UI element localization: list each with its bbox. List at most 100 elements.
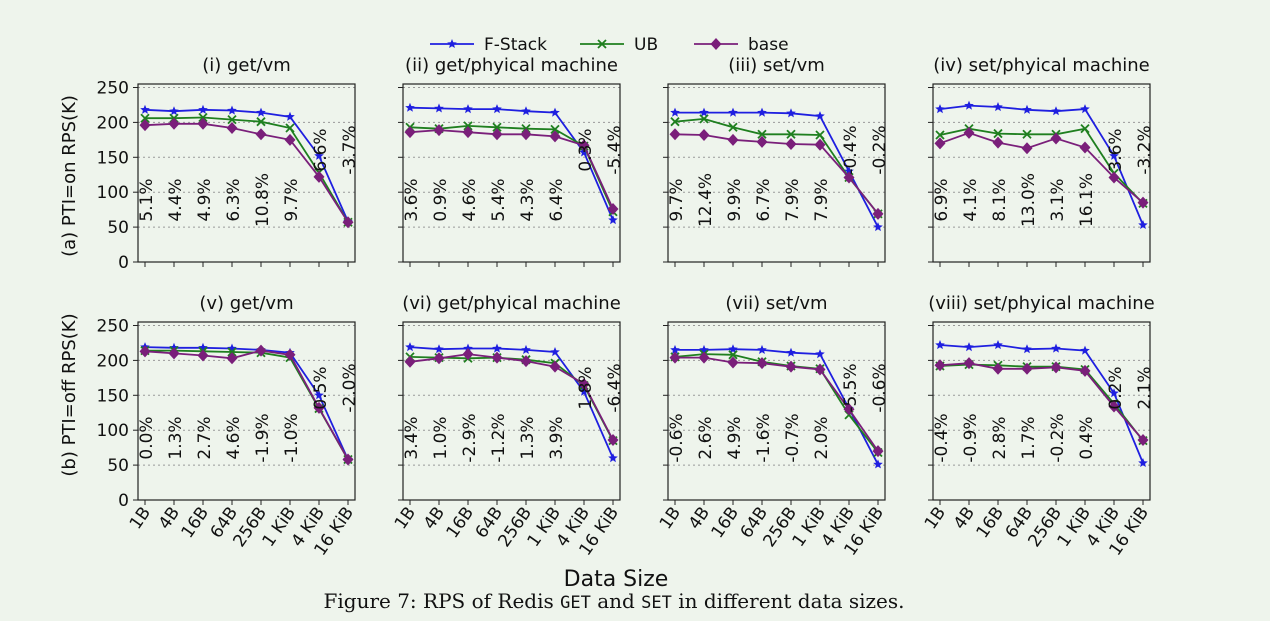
data-point-base xyxy=(843,403,855,416)
annotation-label: 1.3% xyxy=(518,416,538,459)
data-point-ub xyxy=(550,124,560,135)
data-point-f-stack xyxy=(1138,220,1148,229)
annotation-label: 9.7% xyxy=(282,178,302,221)
data-point-base xyxy=(197,117,209,130)
series-line-ub xyxy=(939,127,1144,205)
data-point-f-stack xyxy=(521,344,531,354)
data-point-base xyxy=(1021,362,1033,375)
data-point-f-stack xyxy=(1109,388,1119,398)
annotation-label: -1.0% xyxy=(282,413,302,462)
data-point-base xyxy=(607,433,619,446)
data-point-f-stack xyxy=(844,166,854,176)
annotation-label: -0.4% xyxy=(841,125,861,174)
data-point-base xyxy=(313,401,325,414)
annotation-label: -2.9% xyxy=(460,413,480,462)
data-point-ub xyxy=(198,112,208,123)
annotation-label: 6.9% xyxy=(932,178,952,221)
panel-title: (iv) set/phyical machine xyxy=(933,55,1149,76)
annotation-label: 7.9% xyxy=(812,178,832,221)
data-point-base xyxy=(520,355,532,368)
annotation-label: 2.1% xyxy=(1135,366,1155,409)
data-point-f-stack xyxy=(993,102,1003,112)
row-b-ylabel: (b) PTI=off RPS(K) xyxy=(59,313,80,476)
annotation-label: 6.3% xyxy=(224,178,244,221)
panel-title: (ii) get/phyical machine xyxy=(405,55,618,76)
annotation-label: 3.9% xyxy=(547,416,567,459)
data-point-f-stack xyxy=(405,102,415,112)
data-point-base xyxy=(785,138,797,151)
data-point-ub xyxy=(1022,129,1032,139)
annotation-label: 3.6% xyxy=(402,178,422,221)
annotation-label: 0.3% xyxy=(576,128,596,171)
data-point-f-stack xyxy=(608,215,618,225)
data-point-base xyxy=(814,138,826,151)
data-point-ub xyxy=(728,350,738,360)
data-point-f-stack xyxy=(935,340,945,350)
data-point-f-stack xyxy=(1022,344,1032,354)
data-point-base xyxy=(578,378,590,391)
panels: (i) get/vm 0 50 100 150 200 250 5.1% 4.4% 4.9% 6.3… xyxy=(97,55,1155,560)
x-tick-label: 1B xyxy=(921,503,950,533)
y-tick-label: 0 xyxy=(118,253,129,273)
annotation-label: -0.4% xyxy=(932,413,952,462)
data-point-f-stack xyxy=(140,104,150,114)
data-point-f-stack xyxy=(873,222,883,232)
data-point-f-stack xyxy=(786,108,796,118)
data-point-f-stack xyxy=(1051,106,1061,116)
data-point-f-stack xyxy=(227,105,237,115)
data-point-f-stack xyxy=(1080,345,1090,355)
series-line-ub xyxy=(145,116,349,223)
x-tick-label: 16B xyxy=(178,503,213,542)
data-point-f-stack xyxy=(492,343,502,353)
panel-frame xyxy=(932,83,1151,263)
data-point-ub xyxy=(786,129,796,139)
y-tick-label: 200 xyxy=(97,351,129,371)
data-point-base xyxy=(727,356,739,369)
data-point-base xyxy=(727,133,739,146)
annotation-label: -0.7% xyxy=(783,413,803,462)
data-point-f-stack xyxy=(198,104,208,114)
panel-title: (iii) set/vm xyxy=(728,55,825,76)
annotation-label: 0.9% xyxy=(431,178,451,221)
row-a-ylabel: (a) PTI=on RPS(K) xyxy=(59,95,80,257)
annotation-label: 4.9% xyxy=(195,178,215,221)
data-point-base xyxy=(226,121,238,134)
panel-title: (vi) get/phyical machine xyxy=(402,293,621,314)
series-line-f-stack xyxy=(675,111,879,228)
x-axis-label: Data Size xyxy=(564,567,669,592)
data-point-base xyxy=(756,135,768,148)
x-tick-label: 16B xyxy=(708,503,743,542)
legend-label-base: base xyxy=(748,35,789,55)
y-tick-label: 50 xyxy=(107,456,129,476)
data-point-ub xyxy=(815,130,825,140)
data-point-base xyxy=(168,347,180,360)
data-point-ub xyxy=(757,129,767,139)
data-point-f-stack xyxy=(1022,104,1032,114)
series-line-f-stack xyxy=(939,344,1144,464)
panel-title: (viii) set/phyical machine xyxy=(928,293,1155,314)
annotation-label: 9.9% xyxy=(725,178,745,221)
data-point-f-stack xyxy=(699,344,709,354)
annotation-label: 3.1% xyxy=(1048,178,1068,221)
chart-panel: (iii) set/vm 9.7% 12.4% 9.9% 6.7% 7.9% 7.9% -0.… xyxy=(663,55,890,267)
x-tick-label: 16B xyxy=(973,503,1008,542)
data-point-base xyxy=(404,126,416,139)
annotation-label: -1.6% xyxy=(754,413,774,462)
data-point-base xyxy=(404,355,416,368)
data-point-f-stack xyxy=(1109,150,1119,160)
data-point-ub xyxy=(935,130,945,140)
panel-frame xyxy=(137,83,356,263)
data-point-f-stack xyxy=(434,103,444,113)
data-point-base xyxy=(756,357,768,370)
caption-and: and xyxy=(591,589,641,613)
series-line-base xyxy=(674,133,879,215)
x-tick-label: 16B xyxy=(443,503,478,542)
data-point-f-stack xyxy=(550,107,560,117)
data-point-f-stack xyxy=(815,349,825,359)
data-point-base xyxy=(934,137,946,150)
data-point-f-stack xyxy=(434,344,444,354)
data-point-ub xyxy=(492,122,502,132)
annotation-label: 1.8% xyxy=(576,366,596,409)
series-line-ub xyxy=(674,117,879,215)
data-point-f-stack xyxy=(227,343,237,353)
